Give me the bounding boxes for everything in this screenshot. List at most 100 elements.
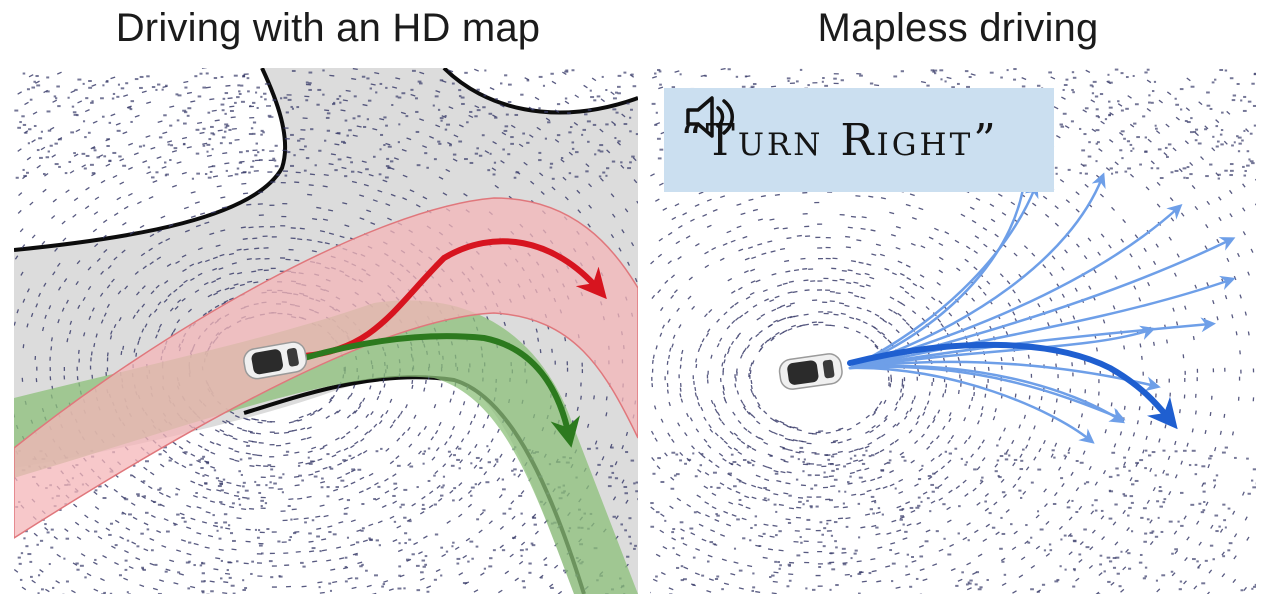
lidar-point bbox=[1147, 138, 1152, 143]
lidar-point bbox=[458, 513, 463, 518]
lidar-point bbox=[1130, 501, 1134, 504]
lidar-point bbox=[513, 176, 517, 179]
lidar-point bbox=[136, 309, 140, 314]
lidar-point bbox=[453, 134, 459, 138]
lidar-point bbox=[1198, 541, 1202, 546]
lidar-point bbox=[723, 396, 727, 401]
lidar-point bbox=[1125, 76, 1129, 79]
lidar-point bbox=[910, 295, 916, 300]
lidar-point bbox=[973, 468, 977, 471]
lidar-point bbox=[1121, 157, 1124, 160]
lidar-point bbox=[228, 297, 234, 301]
lidar-point bbox=[773, 319, 778, 323]
lidar-point bbox=[100, 179, 106, 184]
lidar-point bbox=[73, 153, 79, 157]
lidar-point bbox=[1142, 577, 1146, 580]
lidar-point bbox=[540, 191, 545, 195]
lidar-point bbox=[1076, 243, 1080, 248]
lidar-point bbox=[140, 252, 146, 257]
lidar-point bbox=[310, 128, 314, 131]
lidar-point bbox=[277, 540, 281, 543]
lidar-point bbox=[28, 74, 34, 78]
lidar-point bbox=[1165, 473, 1169, 476]
lidar-point bbox=[154, 563, 158, 566]
lidar-point bbox=[767, 498, 770, 501]
lidar-point bbox=[450, 464, 455, 467]
lidar-point bbox=[1059, 565, 1062, 568]
lidar-point bbox=[228, 447, 234, 450]
lidar-point bbox=[1186, 166, 1190, 169]
lidar-point bbox=[887, 461, 891, 464]
lidar-point bbox=[220, 103, 225, 106]
lidar-point bbox=[222, 478, 226, 481]
lidar-point bbox=[806, 518, 811, 521]
lidar-point bbox=[977, 588, 982, 591]
lidar-point bbox=[573, 121, 579, 126]
lidar-point bbox=[714, 577, 719, 580]
lidar-point bbox=[861, 480, 867, 483]
lidar-point bbox=[197, 95, 202, 98]
lidar-point bbox=[1123, 465, 1126, 468]
lidar-point bbox=[510, 142, 514, 145]
lidar-point bbox=[1114, 503, 1118, 506]
lidar-point bbox=[247, 430, 253, 433]
lidar-point bbox=[1215, 125, 1219, 128]
lidar-point bbox=[112, 92, 116, 95]
lidar-point bbox=[300, 437, 306, 441]
lidar-point bbox=[515, 171, 520, 174]
lidar-point bbox=[369, 385, 372, 390]
lidar-point bbox=[320, 481, 326, 484]
lidar-point bbox=[1006, 280, 1011, 285]
lidar-point bbox=[746, 410, 751, 415]
lidar-point bbox=[531, 544, 536, 547]
lidar-point bbox=[303, 169, 307, 172]
lidar-point bbox=[660, 306, 664, 312]
lidar-point bbox=[1075, 577, 1080, 582]
lidar-point bbox=[328, 466, 332, 469]
lidar-point bbox=[874, 343, 879, 348]
lidar-point bbox=[131, 541, 137, 545]
lidar-point bbox=[923, 406, 927, 411]
lidar-point bbox=[767, 240, 773, 243]
lidar-point bbox=[438, 142, 442, 145]
lidar-point bbox=[360, 529, 364, 532]
lidar-point bbox=[537, 337, 540, 342]
lidar-point bbox=[337, 462, 343, 466]
lidar-point bbox=[31, 579, 36, 584]
lidar-point bbox=[747, 461, 752, 464]
lidar-point bbox=[798, 500, 802, 503]
lidar-point bbox=[191, 177, 195, 180]
lidar-point bbox=[738, 314, 744, 319]
lidar-point bbox=[955, 485, 961, 489]
lidar-point bbox=[351, 77, 357, 80]
lidar-point bbox=[322, 93, 325, 96]
lidar-point bbox=[741, 481, 747, 485]
lidar-point bbox=[321, 549, 328, 552]
lidar-point bbox=[513, 473, 516, 476]
lidar-point bbox=[169, 105, 175, 108]
lidar-point bbox=[366, 486, 372, 491]
lidar-point bbox=[251, 418, 257, 421]
lidar-point bbox=[855, 421, 861, 426]
lidar-point bbox=[370, 83, 376, 86]
lidar-point bbox=[182, 268, 187, 272]
lidar-point bbox=[762, 532, 766, 535]
lidar-point bbox=[30, 312, 34, 318]
lidar-point bbox=[621, 479, 625, 484]
lidar-point bbox=[1188, 464, 1192, 467]
candidate-trajectory bbox=[848, 364, 1126, 424]
lidar-point bbox=[243, 417, 249, 421]
lidar-point bbox=[782, 423, 788, 427]
lidar-point bbox=[255, 91, 258, 94]
lidar-point bbox=[422, 452, 425, 455]
lidar-point bbox=[594, 153, 597, 156]
lidar-point bbox=[782, 282, 788, 285]
lidar-point bbox=[1000, 357, 1003, 362]
lidar-point bbox=[124, 285, 129, 290]
lidar-point bbox=[234, 415, 240, 419]
lidar-point bbox=[633, 547, 636, 550]
lidar-point bbox=[94, 506, 100, 510]
lidar-point bbox=[697, 347, 701, 353]
lidar-point bbox=[218, 548, 224, 551]
lidar-point bbox=[775, 534, 778, 537]
